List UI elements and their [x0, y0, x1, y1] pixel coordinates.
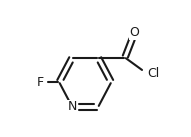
- Text: N: N: [68, 100, 77, 113]
- Text: Cl: Cl: [148, 68, 160, 80]
- Text: F: F: [37, 76, 44, 89]
- Text: O: O: [130, 26, 139, 39]
